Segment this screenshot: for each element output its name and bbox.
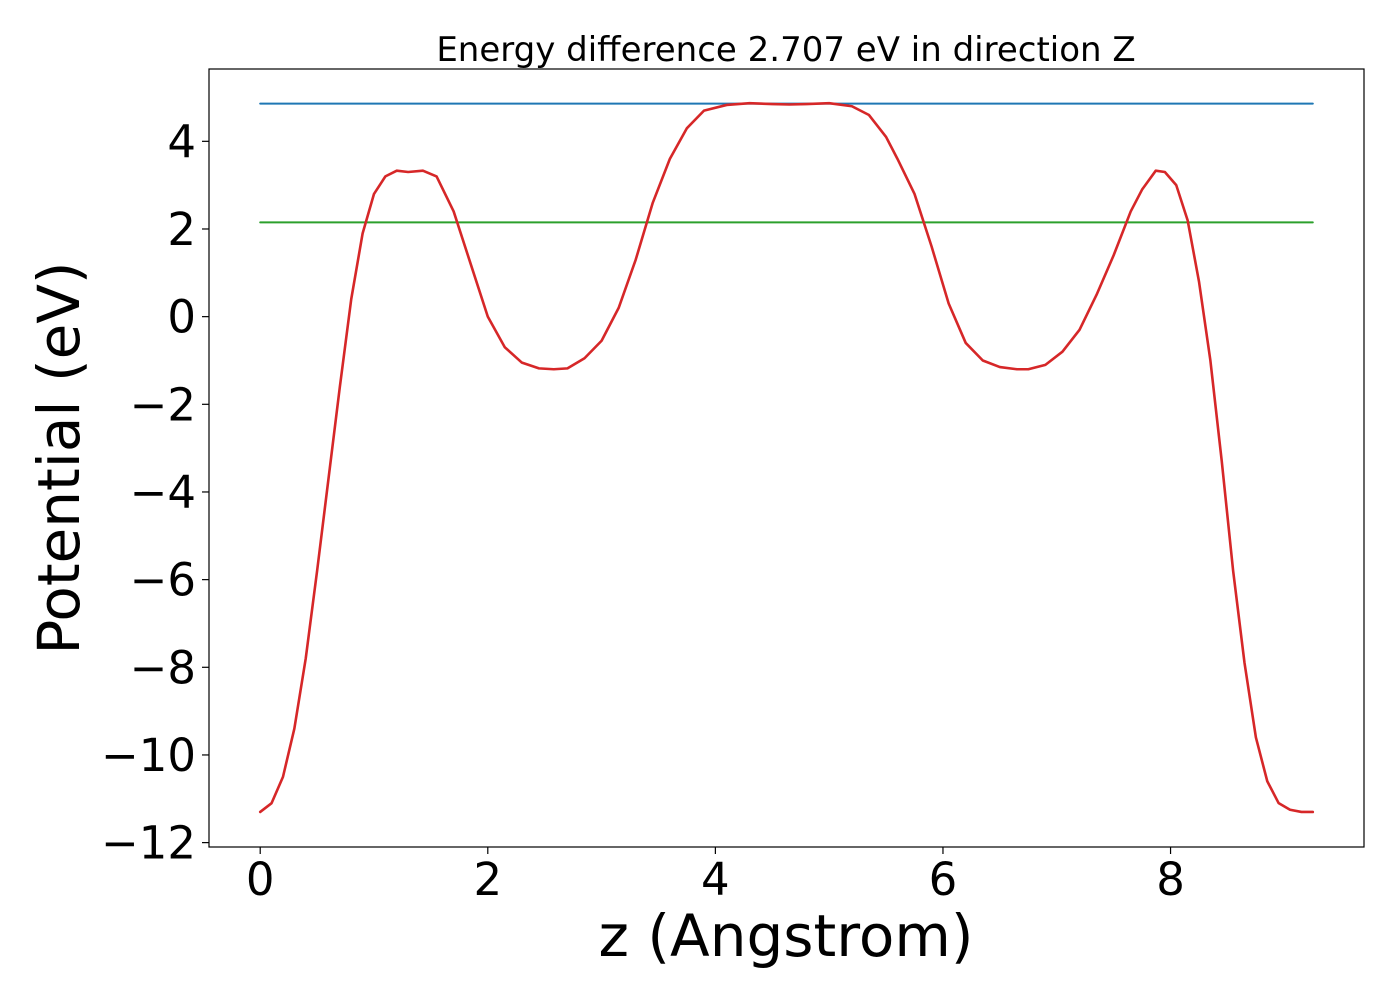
x-tick-label: 6 [929,853,958,906]
y-tick-label: −2 [130,378,196,431]
y-tick-label: −4 [130,466,196,519]
y-tick-label: 2 [167,203,196,256]
y-tick-label: 0 [167,291,196,344]
y-tick-label: −8 [130,641,196,694]
x-tick-label: 0 [246,853,275,906]
y-axis-ticks: 4 2 0 −2 −4 −6 −8 −10 −12 [101,115,209,870]
y-tick-label: −10 [101,729,196,782]
x-axis-label: z (Angstrom) [599,902,974,970]
chart-title: Energy difference 2.707 eV in direction … [436,30,1135,70]
y-axis-label: Potential (eV) [25,261,93,654]
x-axis-ticks: 0 2 4 6 8 [246,847,1185,906]
series-layer [258,101,1315,814]
y-tick-label: −12 [101,817,196,870]
y-tick-label: 4 [167,115,196,168]
x-tick-label: 4 [701,853,730,906]
x-tick-label: 8 [1156,853,1185,906]
plot-frame [208,68,1365,848]
series-line-3 [258,101,1315,814]
y-tick-label: −6 [130,554,196,607]
plot-area: 0 2 4 6 8 4 2 0 −2 −4 −6 −8 −10 −12 [101,68,1365,906]
x-tick-label: 2 [473,853,502,906]
